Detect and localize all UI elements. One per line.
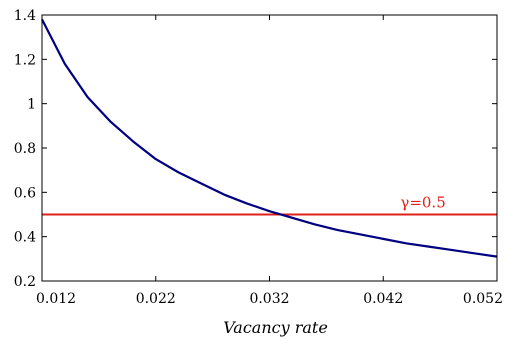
series-line-0	[41, 18, 498, 258]
x-tick-label: 0.042	[363, 291, 403, 307]
y-tick-label: 1	[27, 97, 36, 113]
x-tick-label: 0.032	[249, 291, 289, 307]
x-tick-label: 0.012	[36, 291, 76, 307]
plot-frame	[41, 14, 498, 282]
y-tick-label: 1.4	[14, 8, 36, 24]
y-tick-label: 0.8	[14, 141, 36, 157]
y-tick-label: 0.6	[14, 185, 36, 201]
x-tick-label: 0.052	[463, 291, 503, 307]
ticks-layer	[41, 14, 498, 282]
x-tick-label: 0.022	[136, 291, 176, 307]
y-tick-label: 0.2	[14, 274, 36, 290]
y-tick-label: 0.4	[14, 230, 36, 246]
x-axis-title: Vacancy rate	[223, 318, 328, 337]
labels-layer: 0.2 0.4 0.6 0.8 1 1.2 1.4 0.012 0.022 0.032 0.042 0…	[14, 8, 503, 337]
y-tick-label: 1.2	[14, 52, 36, 68]
lines-layer	[41, 18, 498, 258]
gamma-annotation: γ=0.5	[400, 194, 445, 212]
